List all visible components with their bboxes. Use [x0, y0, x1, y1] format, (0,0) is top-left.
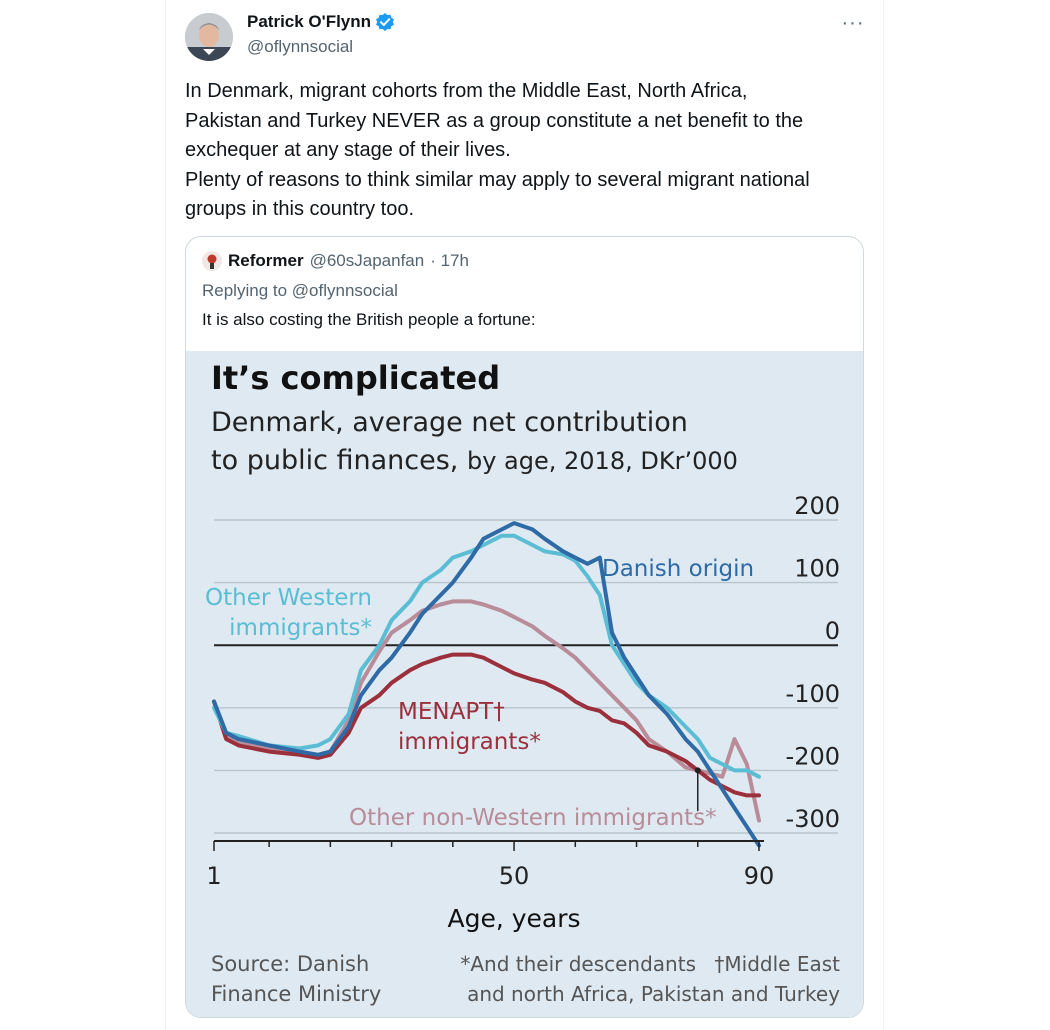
label-other-nonwestern: Other non-Western immigrants*	[349, 805, 717, 831]
tweet-line: Plenty of reasons to think similar may a…	[185, 168, 810, 191]
series-line-danish	[212, 521, 761, 848]
author-row: Patrick O'Flynn	[247, 12, 395, 32]
x-tick-label: 90	[744, 862, 775, 890]
tweet-line: Pakistan and Turkey NEVER as a group con…	[185, 109, 804, 132]
quote-author-row: Reformer @60sJapanfan · 17h	[202, 251, 469, 271]
chart-x-axis: 1 50 90	[206, 840, 775, 890]
quote-text: It is also costing the British people a …	[202, 310, 536, 329]
label-other-western-2: immigrants*	[229, 615, 372, 641]
chart-title: It’s complicated	[211, 359, 500, 397]
series-line-menapt	[212, 652, 761, 798]
chart-footnote-right: †Middle East	[714, 952, 840, 976]
label-menapt-2: immigrants*	[398, 729, 541, 755]
author-name[interactable]: Patrick O'Flynn	[247, 12, 372, 31]
chart-subtitle-1: Denmark, average net contribution	[211, 407, 688, 438]
tweet-line: groups in this country too.	[185, 198, 415, 220]
chart-source-2: Finance Ministry	[211, 982, 381, 1006]
label-danish-origin: Danish origin	[602, 556, 754, 582]
chart-series	[212, 521, 761, 848]
avatar-photo	[185, 13, 233, 61]
replying-to[interactable]: Replying to @oflynnsocial	[202, 281, 398, 300]
chart-subtitle-2: to public finances, by age, 2018, DKr’00…	[211, 445, 738, 476]
quote-avatar[interactable]	[202, 251, 222, 271]
y-tick-label: 200	[794, 492, 840, 520]
quote-author-name[interactable]: Reformer	[228, 251, 304, 270]
series-line-western	[212, 533, 761, 779]
y-tick-label: -300	[786, 805, 840, 833]
verified-badge-icon[interactable]	[375, 12, 395, 32]
chart-subtitle-2-rest: by age, 2018, DKr’000	[467, 447, 738, 475]
tweet-text: In Denmark, migrant cohorts from the Mid…	[185, 77, 865, 225]
y-tick-label: 0	[825, 617, 840, 645]
y-tick-label: -100	[786, 680, 840, 708]
quote-author-handle[interactable]: @60sJapanfan	[309, 251, 425, 270]
more-options-icon[interactable]: ···	[841, 11, 865, 34]
quoted-tweet[interactable]: Reformer @60sJapanfan · 17h Replying to …	[185, 236, 864, 1018]
chart-footnote-left-2: and north Africa, Pakistan and Turkey	[467, 982, 840, 1006]
x-tick-label: 1	[206, 862, 221, 890]
tweet-line: exchequer at any stage of their lives.	[185, 139, 511, 161]
tweet-line: In Denmark, migrant cohorts from the Mid…	[185, 80, 748, 102]
x-tick-label: 50	[499, 862, 530, 890]
chart-x-label: Age, years	[447, 904, 580, 933]
y-tick-label: -200	[786, 742, 840, 770]
label-other-western-1: Other Western	[205, 585, 372, 611]
y-tick-label: 100	[794, 555, 840, 583]
chart-source-1: Source: Danish	[211, 952, 369, 976]
chart-footnote-left-1: *And their descendants	[460, 952, 696, 976]
chart-series-labels: Danish origin Other Western immigrants* MEN…	[205, 556, 754, 831]
chart-svg: It’s complicated Denmark, average net co…	[205, 359, 840, 1006]
chart-y-ticks: 200 100 0 -100 -200 -300	[786, 492, 840, 833]
author-avatar[interactable]	[185, 13, 233, 61]
chart-image[interactable]: It’s complicated Denmark, average net co…	[186, 351, 863, 1017]
chart-subtitle-2-bold: to public finances,	[211, 445, 458, 476]
quote-timestamp[interactable]: · 17h	[430, 251, 469, 270]
author-handle[interactable]: @oflynnsocial	[247, 37, 354, 56]
leader-dot	[694, 767, 701, 774]
label-menapt-1: MENAPT†	[398, 699, 505, 725]
